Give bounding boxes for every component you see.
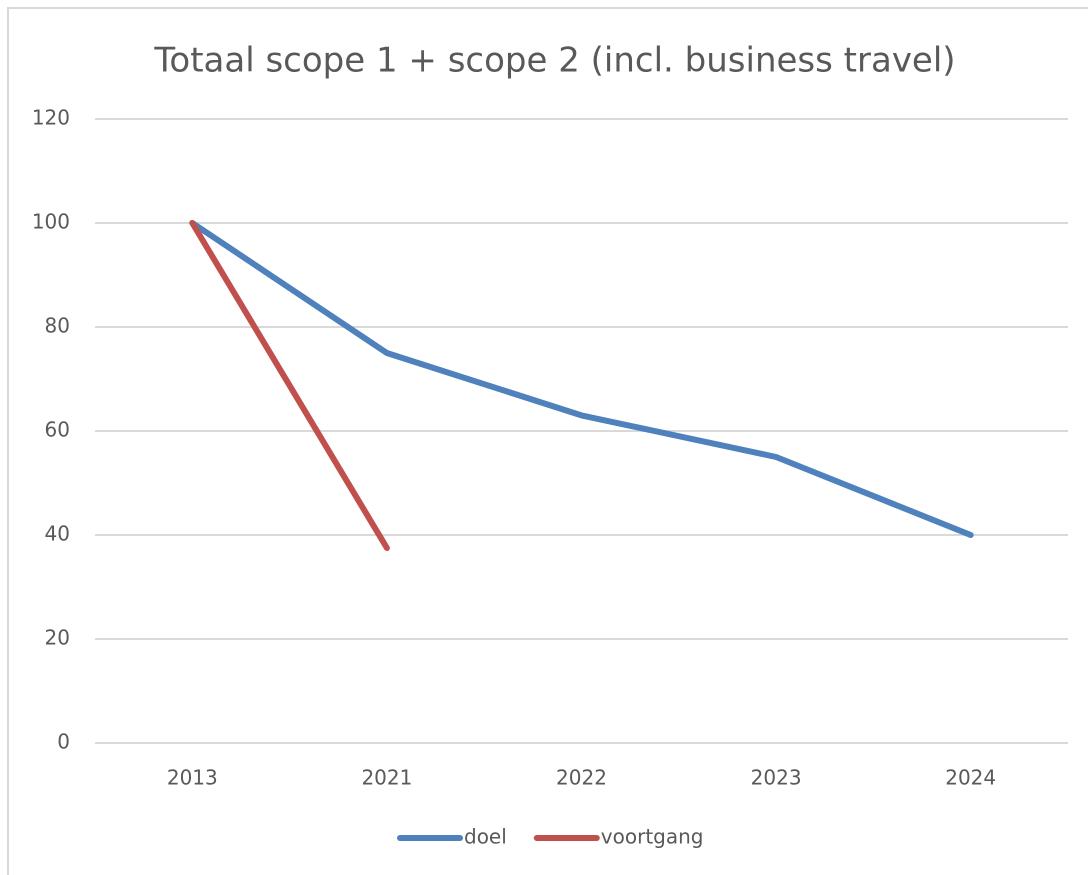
x-tick-label: 2023 [751, 766, 802, 790]
y-tick-label: 80 [45, 314, 70, 338]
x-tick-label: 2013 [167, 766, 218, 790]
y-tick-label: 60 [45, 418, 70, 442]
y-tick-label: 20 [45, 626, 70, 650]
y-tick-label: 40 [45, 522, 70, 546]
legend-label: doel [464, 825, 507, 849]
y-tick-label: 0 [57, 730, 70, 754]
x-tick-label: 2022 [556, 766, 607, 790]
x-tick-label: 2021 [361, 766, 412, 790]
y-tick-label: 100 [32, 210, 70, 234]
data-line [189, 220, 390, 551]
legend-label: voortgang [601, 825, 704, 849]
y-tick-label: 120 [32, 106, 70, 130]
data-line [189, 220, 974, 538]
x-tick-label: 2024 [945, 766, 996, 790]
chart-title: Totaal scope 1 + scope 2 (incl. business… [153, 41, 955, 81]
chart-border [7, 7, 1088, 875]
